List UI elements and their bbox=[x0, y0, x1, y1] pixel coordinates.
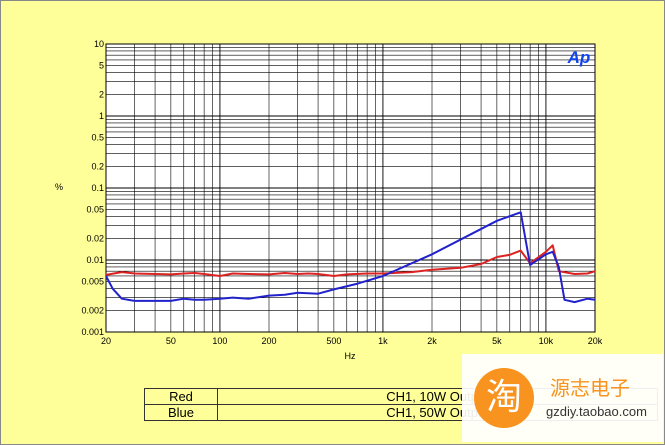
x-tick-label: 20k bbox=[588, 336, 603, 346]
y-tick-label: 0.05 bbox=[86, 205, 104, 215]
x-tick-label: 200 bbox=[261, 336, 276, 346]
x-tick-label: 50 bbox=[166, 336, 176, 346]
y-tick-label: 0.2 bbox=[91, 161, 104, 171]
x-tick-label: 20 bbox=[101, 336, 111, 346]
y-tick-label: 0.02 bbox=[86, 233, 104, 243]
x-tick-label: 100 bbox=[212, 336, 227, 346]
x-tick-label: 5k bbox=[492, 336, 502, 346]
series-line-blue bbox=[105, 211, 596, 304]
y-axis-label: % bbox=[55, 182, 63, 192]
y-tick-label: 2 bbox=[99, 89, 104, 99]
x-tick-label: 10k bbox=[539, 336, 554, 346]
x-tick-label: 500 bbox=[326, 336, 341, 346]
x-tick-label: 2k bbox=[427, 336, 437, 346]
y-tick-label: 1 bbox=[99, 111, 104, 121]
y-tick-label: 0.01 bbox=[86, 255, 104, 265]
series-line-red bbox=[105, 244, 596, 277]
y-tick-label: 0.005 bbox=[81, 277, 104, 287]
y-tick-label: 0.5 bbox=[91, 133, 104, 143]
taobao-icon: 淘 bbox=[474, 368, 534, 428]
y-tick-label: 0.002 bbox=[81, 305, 104, 315]
watermark-brand: 源志电子 bbox=[550, 376, 630, 400]
legend-color-label: Red bbox=[144, 388, 218, 405]
watermark-url: gzdiy.taobao.com bbox=[546, 404, 647, 419]
watermark: 淘 源志电子 gzdiy.taobao.com bbox=[462, 354, 663, 442]
x-axis-tick-labels: 20 50 100 200 500 1k 2k 5k 10k 20k bbox=[101, 336, 603, 346]
y-tick-label: 5 bbox=[99, 61, 104, 71]
y-tick-label: 0.1 bbox=[91, 183, 104, 193]
x-tick-label: 1k bbox=[378, 336, 388, 346]
series-layer bbox=[105, 211, 596, 304]
grid-lines bbox=[105, 43, 596, 333]
y-tick-label: 0.001 bbox=[81, 327, 104, 337]
ap-logo: Ap bbox=[567, 48, 591, 67]
y-tick-label: 10 bbox=[94, 39, 104, 49]
x-axis-label: Hz bbox=[345, 351, 356, 361]
y-axis-tick-labels: 10 5 2 1 0.5 0.2 0.1 0.05 0.02 0.01 0.005 0.002 0.00… bbox=[81, 39, 104, 337]
legend-color-label: Blue bbox=[144, 404, 218, 421]
